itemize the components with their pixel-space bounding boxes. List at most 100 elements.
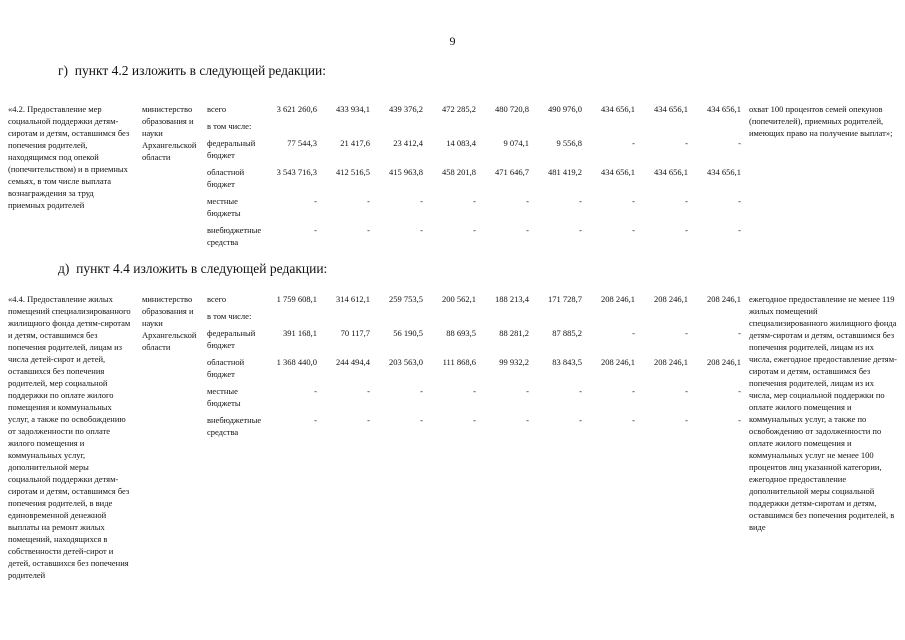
value-cell: 434 656,1 — [654, 104, 688, 114]
value-cell: - — [526, 386, 529, 396]
target-indicator-note: ежегодное предоставление не менее 119 жи… — [749, 294, 897, 532]
value-cell: - — [314, 225, 317, 235]
budget-row-federal: федеральный бюджет 77 544,3 21 417,6 23 … — [207, 137, 747, 161]
value-cell: 111 868,6 — [442, 357, 476, 367]
value-cell: - — [367, 196, 370, 206]
value-cell: - — [738, 138, 741, 148]
value-cell: 208 246,1 — [654, 294, 688, 304]
value-cell: - — [685, 225, 688, 235]
value-cell: - — [632, 328, 635, 338]
value-cell: 188 213,4 — [495, 294, 529, 304]
value-cell: - — [367, 386, 370, 396]
value-cell: - — [738, 328, 741, 338]
value-cell: 9 074,1 — [503, 138, 530, 148]
value-cell: 23 412,4 — [393, 138, 423, 148]
value-cell: - — [526, 225, 529, 235]
value-cell: - — [526, 196, 529, 206]
value-cell: 244 494,4 — [336, 357, 370, 367]
figures-block: всего 1 759 608,1 314 612,1 259 753,5 20… — [207, 293, 747, 581]
value-cell: 99 932,2 — [499, 357, 529, 367]
value-cell: - — [632, 196, 635, 206]
value-cell: 259 753,5 — [389, 294, 423, 304]
value-cell: - — [685, 415, 688, 425]
row-label: всего — [207, 294, 227, 304]
value-cell: - — [420, 225, 423, 235]
value-cell: 434 656,1 — [601, 104, 635, 114]
budget-table-4-4: «4.4. Предоставление жилых помещений спе… — [8, 293, 905, 581]
value-cell: 203 563,0 — [389, 357, 423, 367]
value-cell: - — [473, 196, 476, 206]
value-cell: 3 621 260,6 — [276, 104, 317, 114]
value-cell: 83 843,5 — [552, 357, 582, 367]
value-cell: 458 201,8 — [442, 167, 476, 177]
value-cell: 391 168,1 — [283, 328, 317, 338]
value-cell: - — [738, 225, 741, 235]
budget-row-local: местные бюджеты - - - - - - - - - — [207, 385, 747, 409]
value-cell: 471 646,7 — [495, 167, 529, 177]
value-cell: - — [738, 415, 741, 425]
value-cell: - — [685, 386, 688, 396]
row-label: местные бюджеты — [207, 196, 241, 218]
target-indicator-note: охват 100 процентов семей опекунов (попе… — [749, 104, 893, 138]
budget-row-regional: областной бюджет 1 368 440,0 244 494,4 2… — [207, 356, 747, 380]
value-cell: 481 419,2 — [548, 167, 582, 177]
page-number: 9 — [449, 34, 456, 48]
value-cell: - — [473, 415, 476, 425]
value-cell: - — [526, 415, 529, 425]
value-cell: 87 885,2 — [552, 328, 582, 338]
executor-ministry: министерство образования и науки Арханге… — [142, 104, 197, 162]
measure-description: «4.4. Предоставление жилых помещений спе… — [8, 294, 131, 580]
value-cell: 434 656,1 — [601, 167, 635, 177]
value-cell: 3 543 716,3 — [276, 167, 317, 177]
budget-row-total: всего 3 621 260,6 433 934,1 439 376,2 47… — [207, 103, 747, 115]
value-cell: 9 556,8 — [556, 138, 583, 148]
value-cell: 56 190,5 — [393, 328, 423, 338]
value-cell: - — [632, 138, 635, 148]
figures-block: всего 3 621 260,6 433 934,1 439 376,2 47… — [207, 103, 747, 253]
value-cell: 88 693,5 — [446, 328, 476, 338]
value-cell: - — [579, 225, 582, 235]
value-cell: 490 976,0 — [548, 104, 582, 114]
budget-row-federal: федеральный бюджет 391 168,1 70 117,7 56… — [207, 327, 747, 351]
value-cell: 1 759 608,1 — [276, 294, 317, 304]
value-cell: - — [367, 225, 370, 235]
value-cell: - — [738, 386, 741, 396]
budget-row-regional: областной бюджет 3 543 716,3 412 516,5 4… — [207, 166, 747, 190]
value-cell: 208 246,1 — [654, 357, 688, 367]
budget-table-4-2: «4.2. Предоставление мер социальной подд… — [8, 103, 905, 253]
value-cell: - — [632, 386, 635, 396]
value-cell: 434 656,1 — [707, 167, 741, 177]
row-label: всего — [207, 104, 227, 114]
subtotal-note: в том числе: — [207, 311, 252, 321]
value-cell: 171 728,7 — [548, 294, 582, 304]
budget-row-total: всего 1 759 608,1 314 612,1 259 753,5 20… — [207, 293, 747, 305]
budget-row-subtotal-note: в том числе: — [207, 310, 747, 322]
row-label: федеральный бюджет — [207, 328, 256, 350]
value-cell: - — [685, 138, 688, 148]
value-cell: - — [473, 386, 476, 396]
value-cell: - — [685, 196, 688, 206]
subtotal-note: в том числе: — [207, 121, 252, 131]
value-cell: 480 720,8 — [495, 104, 529, 114]
value-cell: - — [314, 386, 317, 396]
value-cell: 472 285,2 — [442, 104, 476, 114]
value-cell: - — [420, 196, 423, 206]
budget-row-local: местные бюджеты - - - - - - - - - — [207, 195, 747, 219]
measure-description: «4.2. Предоставление мер социальной подд… — [8, 104, 130, 210]
value-cell: - — [367, 415, 370, 425]
value-cell: 434 656,1 — [707, 104, 741, 114]
section-amendment-4-2: г) пункт 4.2 изложить в следующей редакц… — [0, 63, 905, 253]
section-amendment-4-4: д) пункт 4.4 изложить в следующей редакц… — [0, 261, 905, 581]
value-cell: - — [632, 415, 635, 425]
value-cell: - — [420, 415, 423, 425]
executor-ministry: министерство образования и науки Арханге… — [142, 294, 197, 352]
amendment-heading-4-2: г) пункт 4.2 изложить в следующей редакц… — [58, 63, 326, 78]
value-cell: 314 612,1 — [336, 294, 370, 304]
amendment-heading-4-4: д) пункт 4.4 изложить в следующей редакц… — [58, 261, 328, 276]
value-cell: 200 562,1 — [442, 294, 476, 304]
value-cell: 88 281,2 — [499, 328, 529, 338]
value-cell: 21 417,6 — [340, 138, 370, 148]
row-label: внебюджетные средства — [207, 415, 262, 437]
value-cell: - — [314, 196, 317, 206]
